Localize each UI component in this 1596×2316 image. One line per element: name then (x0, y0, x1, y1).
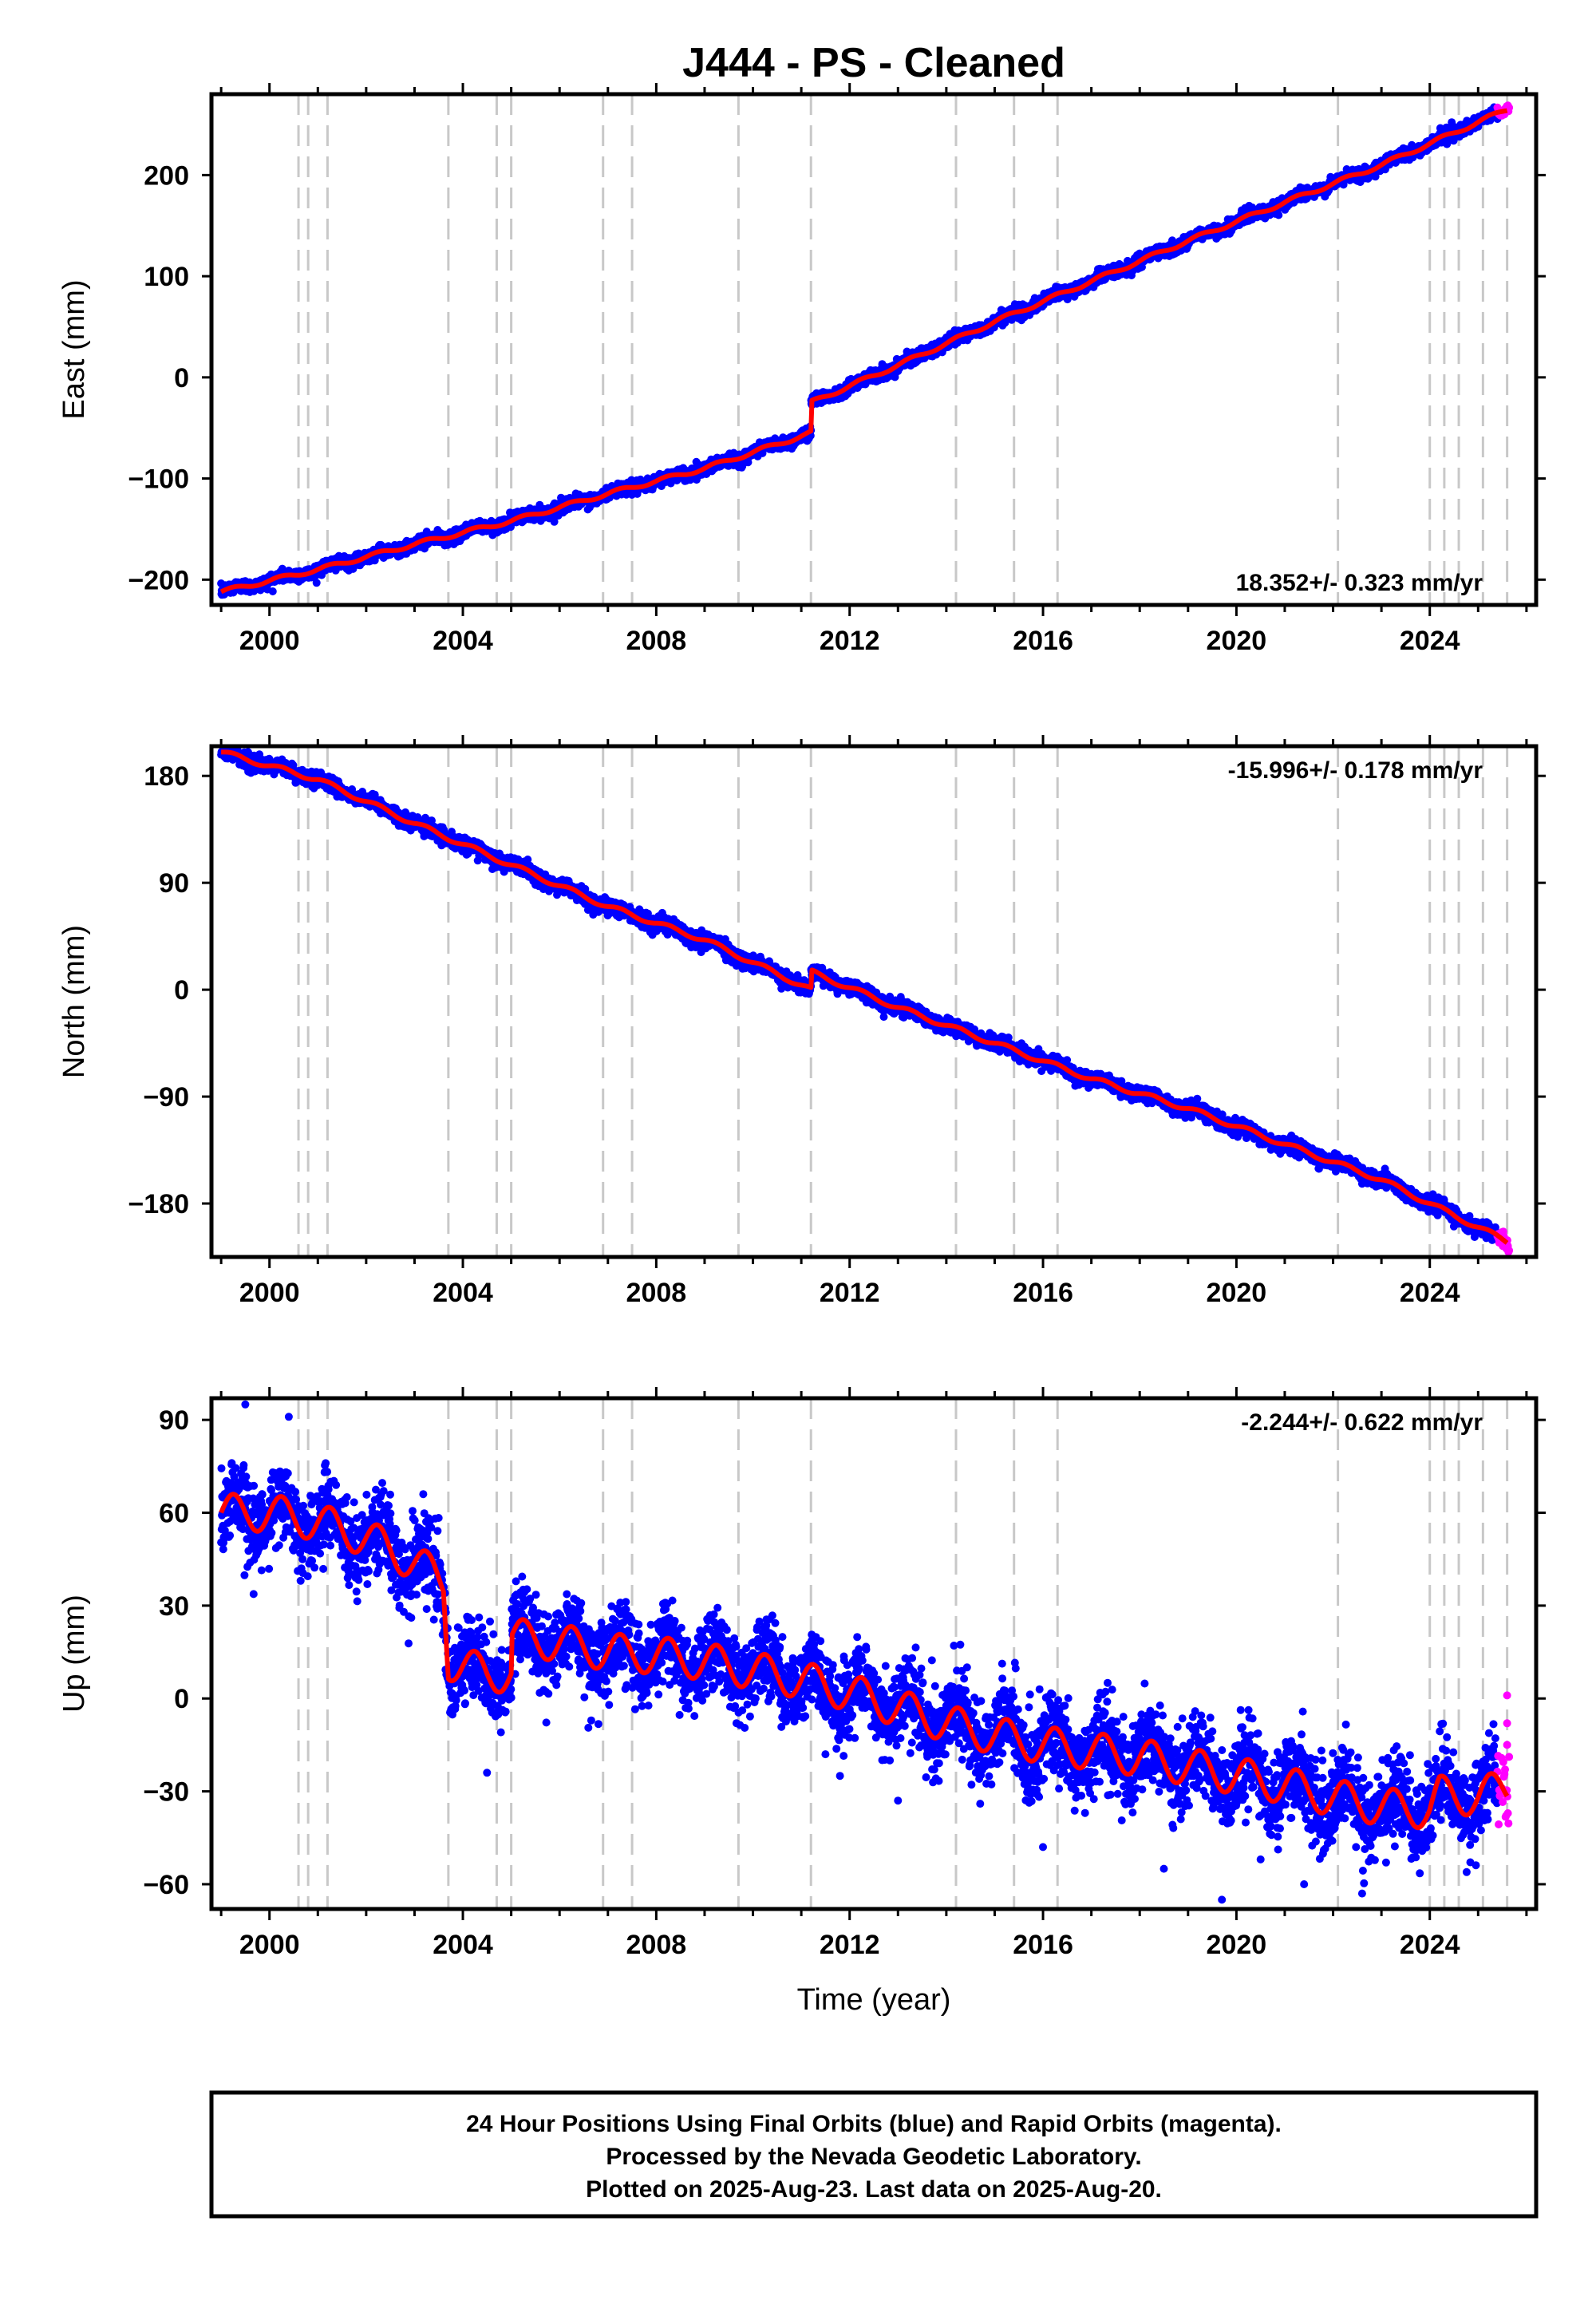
y-tick-label: 200 (144, 160, 189, 191)
x-tick-label: 2000 (239, 626, 300, 656)
y-tick-label: −100 (128, 464, 189, 495)
panel-east: −200 −100 0 100 200 2000 2004 2008 2012 2016 2020 2… (57, 83, 1546, 656)
east-final-points (217, 101, 1514, 599)
y-tick-label: 100 (144, 262, 189, 292)
x-tick-label: 2020 (1207, 626, 1267, 656)
figure-title: J444 - PS - Cleaned (682, 40, 1065, 86)
data-point (312, 579, 321, 587)
north-final-points (217, 746, 1514, 1256)
y-tick-label: 0 (174, 363, 189, 393)
east-axis-label: East (mm) (57, 279, 91, 419)
y-tick-label: −200 (128, 565, 189, 595)
data-point (268, 587, 277, 595)
x-tick-label: 2016 (1013, 626, 1073, 656)
x-tick-label: 2024 (1400, 626, 1460, 656)
x-tick-label: 2004 (433, 626, 493, 656)
east-rate-label: 18.352+/- 0.323 mm/yr (1236, 570, 1483, 596)
panels-group: −200 −100 0 100 200 2000 2004 2008 2012 2016 2020 2… (57, 83, 1546, 1960)
x-tick-label: 2008 (626, 626, 687, 656)
data-point (1274, 211, 1283, 219)
x-tick-label: 2012 (820, 626, 880, 656)
